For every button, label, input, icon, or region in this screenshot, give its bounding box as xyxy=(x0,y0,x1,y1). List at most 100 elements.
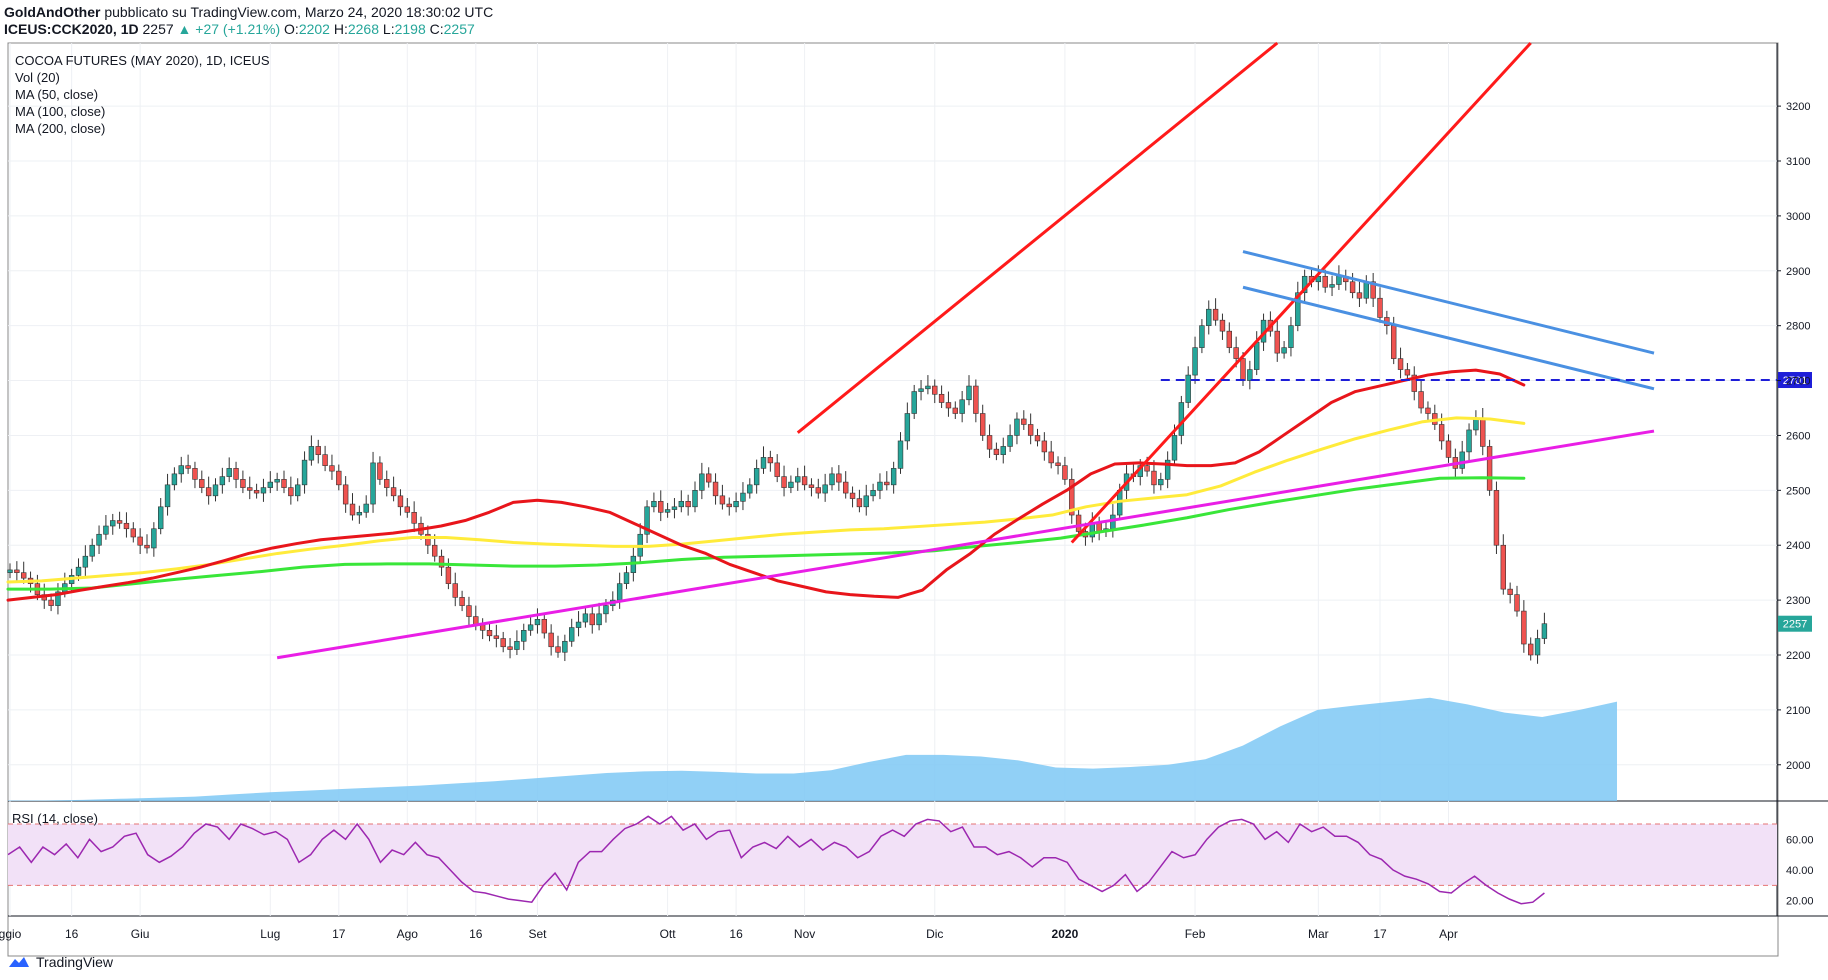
candle xyxy=(384,470,390,497)
legend-item-ma50[interactable]: MA (50, close) xyxy=(15,87,99,102)
x-tick-label: Set xyxy=(528,927,547,941)
candle-body xyxy=(75,566,82,576)
chart-legend: COCOA FUTURES (MAY 2020), 1D, ICEUS Vol … xyxy=(15,52,270,137)
candle-body xyxy=(1363,281,1370,299)
candle-body xyxy=(815,487,822,494)
candle-body xyxy=(404,506,410,513)
x-tick-label: 16 xyxy=(729,927,743,941)
candle xyxy=(1356,281,1363,308)
candle-body xyxy=(1473,418,1479,431)
author-name[interactable]: GoldAndOther xyxy=(4,4,101,20)
candle-body xyxy=(192,468,198,480)
candle-body xyxy=(1397,358,1404,370)
candle-body xyxy=(521,629,527,642)
candle xyxy=(767,450,774,472)
candle-body xyxy=(644,506,650,535)
candle-body xyxy=(1034,435,1041,442)
candle xyxy=(740,482,746,511)
candle xyxy=(808,478,815,497)
candle xyxy=(877,473,883,500)
candle-body xyxy=(96,533,102,546)
high-value: 2268 xyxy=(347,21,380,37)
candle-body xyxy=(959,399,965,414)
candle-body xyxy=(589,613,595,626)
candle-body xyxy=(110,520,116,527)
candle xyxy=(671,498,678,519)
x-tick-label: 17 xyxy=(332,927,346,941)
candle-body xyxy=(1055,462,1061,466)
candle-body xyxy=(288,487,294,497)
candle xyxy=(699,462,705,500)
candle-body xyxy=(253,490,260,494)
candle-body xyxy=(849,492,856,499)
candle xyxy=(562,634,568,662)
candle-body xyxy=(1411,374,1417,392)
high-label: H: xyxy=(333,21,348,37)
x-tick-label: ggio xyxy=(0,927,22,941)
candle xyxy=(219,467,226,494)
candle xyxy=(575,611,582,637)
candle-body xyxy=(1500,544,1507,590)
candle-body xyxy=(185,465,191,469)
candle-body xyxy=(1062,465,1068,480)
legend-item-ma200[interactable]: MA (200, close) xyxy=(15,121,106,136)
candle-body xyxy=(48,599,54,606)
candle xyxy=(664,502,671,518)
candle-body xyxy=(1541,623,1548,639)
publish-info: GoldAndOther pubblicato su TradingView.c… xyxy=(4,4,493,20)
candle xyxy=(863,484,869,516)
candle-body xyxy=(774,462,780,477)
candle-body xyxy=(1178,402,1185,436)
low-value: 2198 xyxy=(394,21,426,37)
candle-body xyxy=(212,484,219,497)
candle-body xyxy=(575,621,582,628)
candle-body xyxy=(1507,588,1513,595)
candle xyxy=(260,478,267,502)
candle-body xyxy=(781,476,787,488)
candle-body xyxy=(1075,514,1082,532)
candle xyxy=(1226,322,1233,354)
candle xyxy=(678,490,685,513)
candle-body xyxy=(14,569,20,573)
candle xyxy=(726,497,732,516)
horizontal-level: 2701 2257 xyxy=(1160,372,1812,632)
candle-body xyxy=(1158,479,1164,486)
open-label: O: xyxy=(284,21,299,37)
candle xyxy=(890,461,897,494)
legend-item-volume[interactable]: Vol (20) xyxy=(15,70,60,85)
candle-body xyxy=(911,391,917,414)
footer-brand: TradingView xyxy=(36,954,114,970)
rsi-legend[interactable]: RSI (14, close) xyxy=(12,811,98,826)
level-label-box xyxy=(1778,372,1812,389)
candle-body xyxy=(1069,479,1075,516)
candle-body xyxy=(1329,284,1335,288)
tradingview-footer[interactable]: TradingView xyxy=(8,954,113,970)
candle-body xyxy=(966,385,972,401)
candle xyxy=(1206,300,1212,335)
candle xyxy=(137,528,143,555)
candle-body xyxy=(918,388,924,392)
candle-body xyxy=(1534,638,1541,656)
candle xyxy=(308,435,315,466)
rsi-tick-label: 20.00 xyxy=(1786,896,1814,908)
candle-body xyxy=(1233,347,1239,359)
candle-body xyxy=(795,476,801,483)
candle-body xyxy=(1418,391,1424,409)
candle xyxy=(973,379,979,423)
candle xyxy=(1212,298,1219,326)
candle xyxy=(1185,366,1191,409)
candle xyxy=(370,451,376,513)
chart-frame xyxy=(7,42,1779,957)
candle-body xyxy=(1041,440,1048,453)
candle-body xyxy=(801,476,808,486)
candle xyxy=(918,380,924,401)
legend-item-ma100[interactable]: MA (100, close) xyxy=(15,104,106,119)
candle xyxy=(527,616,534,636)
blue-lower xyxy=(1242,285,1655,391)
candle xyxy=(1486,439,1493,496)
candle xyxy=(1000,437,1006,464)
candle xyxy=(1541,612,1548,645)
candle-body xyxy=(788,481,794,488)
candle xyxy=(110,513,116,535)
